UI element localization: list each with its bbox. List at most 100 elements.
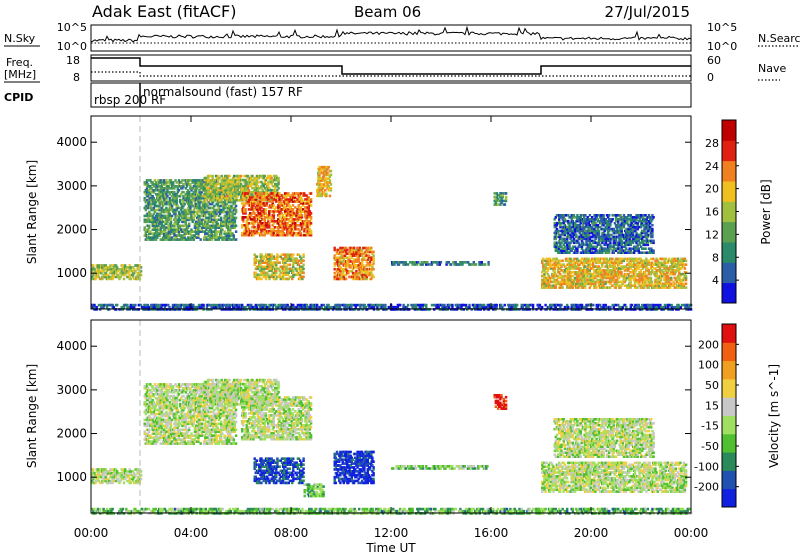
echo-cell [336,271,340,275]
echo-cell [231,194,235,198]
echo-cell [336,273,340,277]
echo-cell [333,248,336,252]
echo-cell [181,238,184,241]
echo-cell [305,200,308,203]
echo-cell [432,261,436,264]
echo-cell [216,202,219,206]
echo-cell [289,257,293,260]
echo-cell [286,267,289,271]
echo-cell [148,190,151,194]
echo-cell [354,266,357,269]
echo-cell [198,222,201,226]
echo-cell [309,218,313,221]
echo-cell [264,210,268,213]
echo-cell [117,273,120,277]
echo-cell [295,269,298,273]
echo-cell [233,226,237,229]
echo-cell [300,214,304,217]
echo-cell [292,271,295,275]
echo-cell [177,224,181,228]
echo-cell [224,216,227,220]
echo-cell [228,216,231,220]
echo-cell [393,261,396,264]
echo-cell [217,188,220,192]
echo-cell [178,218,182,222]
echo-cell [215,230,218,233]
echo-cell [321,171,325,175]
echo-cell [250,176,253,180]
echo-cell [197,228,200,231]
echo-cell [302,200,305,203]
echo-cell [246,216,249,219]
echo-cell [593,269,596,272]
echo-cell [143,196,146,200]
echo-cell [101,277,104,281]
echo-cell [161,204,165,208]
echo-cell [357,252,360,256]
echo-cell [264,255,268,258]
echo-cell [360,252,364,256]
echo-cell [173,224,176,228]
echo-cell [267,188,270,192]
echo-cell [257,224,261,227]
echo-cell [291,192,295,195]
echo-cell [159,179,162,182]
echo-cell [319,187,322,190]
echo-cell [153,216,157,220]
echo-cell [109,264,112,267]
echo-cell [292,222,296,225]
echo-cell [101,268,104,271]
echo-cell [149,192,152,196]
echo-cell [309,200,313,203]
echo-cell [599,269,603,272]
echo-cell [217,186,220,190]
echo-cell [221,194,225,198]
echo-cell [339,246,342,250]
nsky-label: N.Sky [4,32,36,45]
echo-cell [198,202,201,206]
echo-cell [262,202,265,205]
echo-cell [223,204,226,208]
echo-cell [206,190,210,194]
echo-cell [173,232,176,235]
echo-cell [211,199,214,202]
echo-cell [177,220,181,224]
echo-cell [352,248,356,252]
echo-cell [168,212,171,216]
echo-cell [257,226,261,229]
echo-cell [139,266,143,269]
echo-cell [203,178,206,182]
echo-cell [661,257,664,261]
echo-cell [185,224,189,228]
echo-cell [189,198,192,202]
power-echoes [91,165,693,311]
echo-cell [246,192,249,195]
echo-cell [285,200,288,203]
echo-cell [183,208,186,212]
echo-cell [328,194,332,198]
echo-cell [246,224,249,227]
echo-cell [131,273,135,277]
echo-cell [175,198,178,202]
echo-cell [344,267,348,271]
echo-cell [126,269,129,273]
echo-cell [270,182,273,186]
echo-cell [299,265,302,269]
echo-cell [306,214,309,217]
echo-cell [158,234,161,237]
echo-cell [234,230,238,233]
echo-cell [160,232,163,235]
echo-cell [162,230,166,233]
echo-cell [217,180,220,184]
echo-cell [231,200,234,204]
echo-cell [243,233,246,237]
echo-cell [255,206,259,209]
echo-cell [188,224,191,228]
echo-cell [260,231,263,235]
echo-cell [256,184,260,188]
echo-cell [229,192,232,196]
date-title: 27/Jul/2015 [605,3,690,21]
echo-cell [159,228,162,231]
echo-cell [200,185,203,188]
echo-cell [196,210,199,214]
